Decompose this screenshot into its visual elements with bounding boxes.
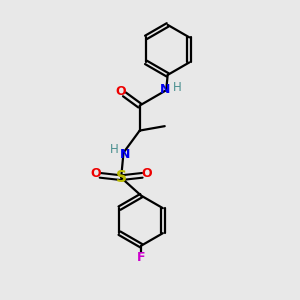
Text: H: H (110, 142, 118, 156)
Text: O: O (115, 85, 126, 98)
Text: N: N (120, 148, 130, 160)
Text: H: H (173, 81, 182, 94)
Text: O: O (142, 167, 152, 180)
Text: F: F (137, 251, 146, 264)
Text: N: N (160, 82, 170, 95)
Text: S: S (116, 170, 127, 185)
Text: O: O (90, 167, 101, 180)
